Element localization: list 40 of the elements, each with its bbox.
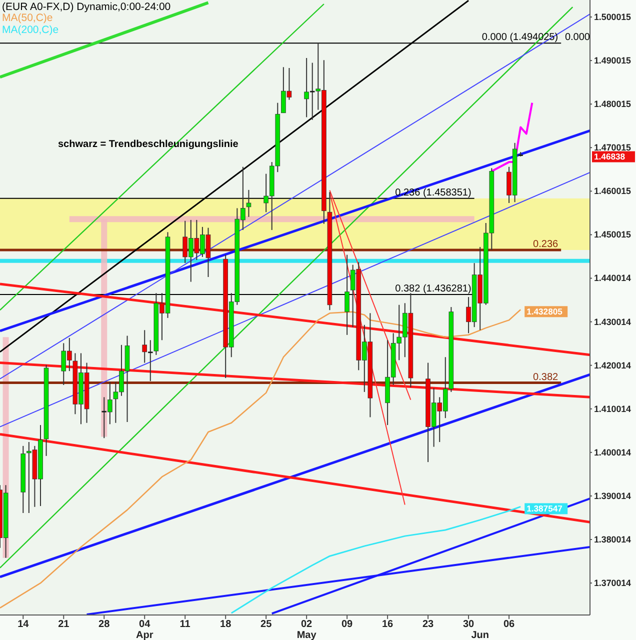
x-tick-label: 16	[382, 619, 394, 630]
x-tick-label: 21	[58, 619, 70, 630]
y-tick-label: 1.440014	[594, 273, 632, 284]
x-tick-label: 09	[341, 619, 354, 630]
x-tick-label: 25	[260, 619, 272, 630]
series-label: 0.382	[533, 372, 559, 383]
y-tick-label: 1.460015	[594, 186, 632, 196]
y-tick-label: 1.500015	[594, 12, 632, 22]
y-tick-label: 1.470015	[594, 142, 632, 153]
y-tick-label: 1.380014	[594, 534, 632, 544]
x-tick-label: 11	[180, 619, 191, 630]
x2-tick-label: May	[296, 630, 317, 640]
x2-tick-label: Jun	[471, 630, 489, 640]
x-tick-label: 30	[462, 619, 475, 630]
data-label: 1.432805	[526, 306, 563, 317]
x-tick-label: 23	[422, 619, 434, 630]
y-tick-label: 1.410014	[594, 404, 632, 414]
x2-tick-label: Apr	[136, 630, 154, 640]
text: MA(50,C)e	[2, 12, 53, 24]
annotation: 0.000	[564, 32, 590, 43]
y-tick-label: 1.450015	[594, 230, 632, 240]
y-tick-label: 1.370014	[594, 578, 632, 588]
y-tick-label: 1.430014	[594, 316, 632, 327]
series-label: 0.236	[533, 239, 559, 250]
y-tick-label: 1.420014	[594, 360, 632, 370]
series-label: 0.382 (1.436281)	[395, 284, 472, 294]
y-tick-label: 1.390014	[594, 490, 632, 501]
x-tick-label: 18	[220, 619, 232, 630]
y-tick-label: 1.400014	[594, 447, 632, 458]
y-tick-label: 1.480015	[594, 99, 632, 110]
chart-title: (EUR A0-FX,D) Dynamic,0:00-24:00	[2, 1, 171, 13]
data-label: 1.387547	[526, 504, 563, 514]
y-tick-label: 1.490015	[594, 56, 632, 66]
x-tick-label: 02	[301, 619, 313, 630]
text: MA(200,C)e	[2, 24, 59, 36]
x-tick-label: 28	[98, 619, 110, 630]
x-tick-label: 06	[503, 619, 516, 630]
text: 1.46838	[594, 152, 626, 162]
x-tick-label: 04	[139, 619, 151, 630]
x-tick-label: 14	[18, 619, 30, 630]
